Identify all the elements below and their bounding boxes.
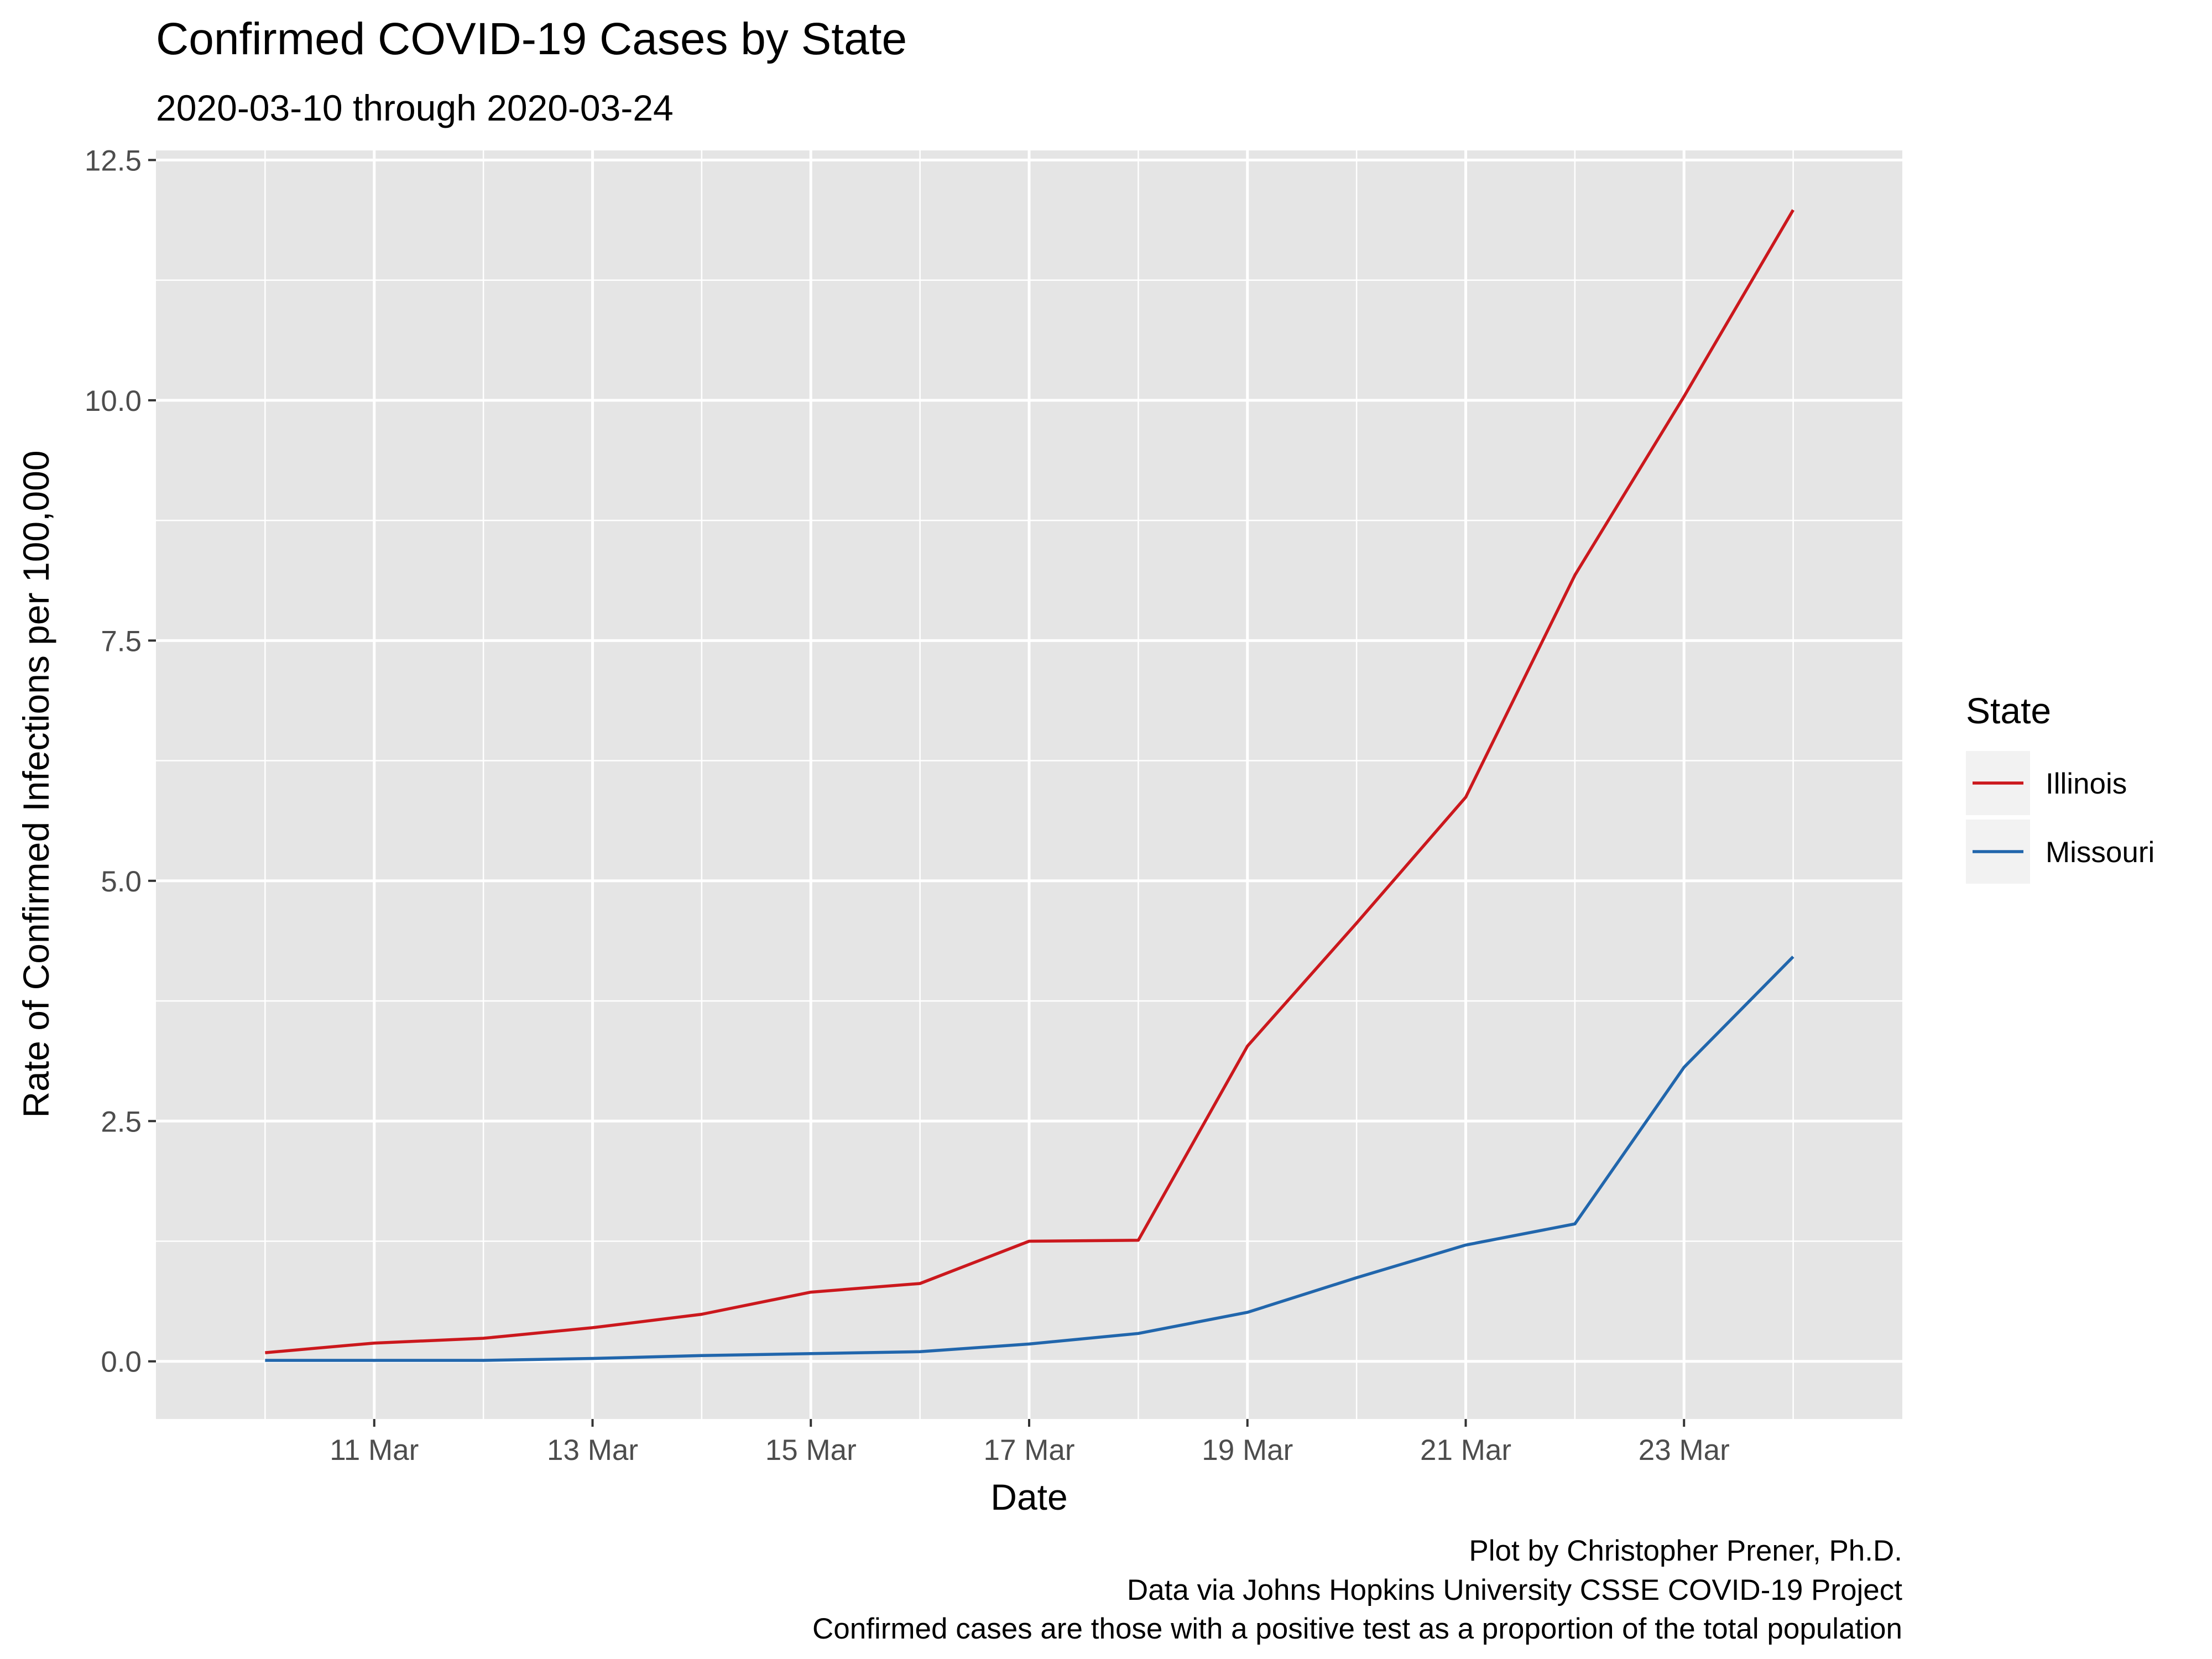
caption-line: Confirmed cases are those with a positiv… — [812, 1613, 1902, 1645]
caption-line: Plot by Christopher Prener, Ph.D. — [1469, 1535, 1902, 1567]
x-axis-title: Date — [990, 1477, 1067, 1517]
legend-label-illinois: Illinois — [2046, 768, 2127, 800]
legend-items: Illinois Missouri — [1966, 751, 2154, 884]
x-tick-label: 13 Mar — [547, 1434, 638, 1467]
x-tick-label: 15 Mar — [765, 1434, 857, 1467]
y-tick-label: 0.0 — [101, 1346, 142, 1379]
y-axis-ticks: 0.0 2.5 5.0 7.5 10.0 12.5 — [85, 144, 156, 1379]
caption-line: Data via Johns Hopkins University CSSE C… — [1127, 1574, 1902, 1606]
x-axis-ticks: 11 Mar 13 Mar 15 Mar 17 Mar 19 Mar 21 Mar 23 M… — [330, 1419, 1730, 1467]
x-tick-label: 11 Mar — [330, 1434, 419, 1467]
x-tick-label: 23 Mar — [1639, 1434, 1730, 1467]
x-tick-label: 19 Mar — [1202, 1434, 1293, 1467]
y-tick-label: 7.5 — [101, 625, 142, 658]
x-tick-label: 17 Mar — [984, 1434, 1075, 1467]
series-line-missouri — [265, 956, 1794, 1362]
legend: State Illinois Missouri — [1966, 690, 2154, 884]
major-gridlines — [156, 150, 1902, 1419]
series-line-illinois — [265, 209, 1794, 1354]
series-lines — [265, 209, 1794, 1362]
chart-subtitle: 2020-03-10 through 2020-03-24 — [156, 87, 674, 128]
y-tick-label: 12.5 — [85, 144, 142, 177]
caption: Plot by Christopher Prener, Ph.D. Data v… — [812, 1535, 1902, 1645]
legend-label-missouri: Missouri — [2046, 836, 2154, 869]
y-axis-title: Rate of Confirmed Infections per 100,000 — [15, 450, 56, 1118]
legend-title: State — [1966, 690, 2051, 731]
y-tick-label: 2.5 — [101, 1105, 142, 1138]
y-tick-label: 10.0 — [85, 385, 142, 418]
y-tick-label: 5.0 — [101, 865, 142, 898]
chart-title: Confirmed COVID-19 Cases by State — [156, 14, 907, 64]
x-tick-label: 21 Mar — [1420, 1434, 1511, 1467]
